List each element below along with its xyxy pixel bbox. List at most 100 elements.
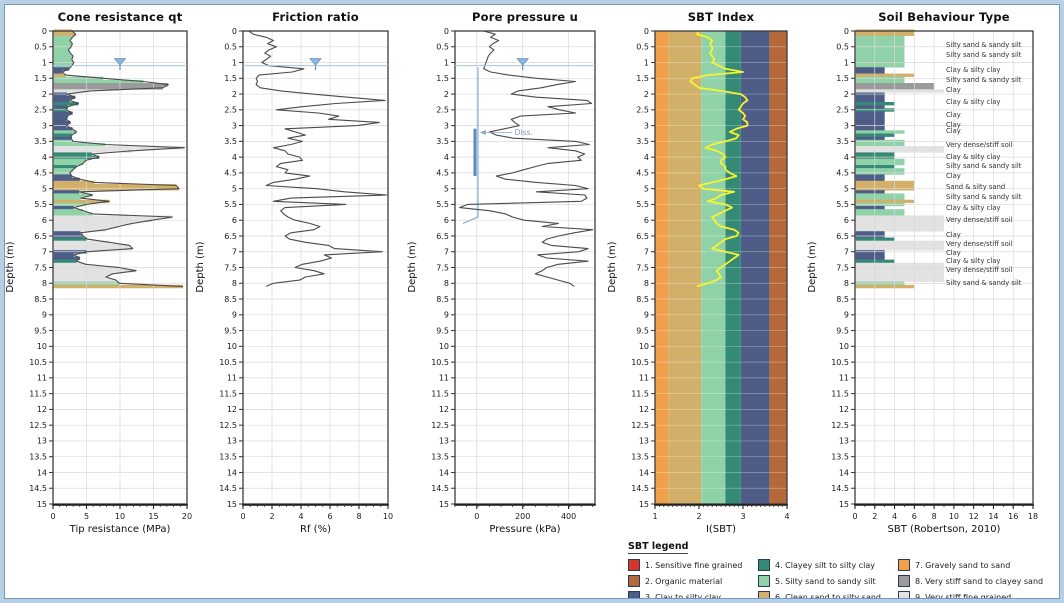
svg-text:0: 0 — [474, 512, 479, 521]
svg-text:8: 8 — [844, 279, 849, 288]
svg-text:20: 20 — [182, 512, 192, 521]
panel-u: 00.511.522.533.544.555.566.577.588.599.5… — [431, 27, 596, 521]
legend-item-label: 6. Clean sand to silty sand — [775, 592, 882, 602]
svg-text:14: 14 — [639, 468, 649, 477]
svg-text:200: 200 — [515, 512, 530, 521]
svg-text:3: 3 — [844, 121, 849, 130]
svg-text:10.5: 10.5 — [831, 358, 849, 367]
svg-text:8: 8 — [232, 279, 237, 288]
svg-text:12.5: 12.5 — [29, 421, 47, 430]
legend-item: 9. Very stiff fine grained — [898, 589, 1058, 603]
svg-text:3.5: 3.5 — [836, 137, 849, 146]
soil-layer-label: Clay & silty clay — [946, 203, 1001, 212]
legend-swatch — [628, 559, 640, 571]
sbt-index-title: SBT Index — [687, 10, 755, 24]
svg-text:6.5: 6.5 — [34, 232, 47, 241]
sbt-depth-ticks: 00.511.522.533.544.555.566.577.588.599.5… — [831, 27, 855, 509]
svg-text:5: 5 — [444, 184, 449, 193]
svg-text:4: 4 — [892, 512, 897, 521]
svg-text:7.5: 7.5 — [34, 263, 47, 272]
soil-layer-label: Silty sand & sandy silt — [946, 192, 1022, 201]
svg-text:11: 11 — [439, 374, 449, 383]
svg-text:4.5: 4.5 — [224, 169, 237, 178]
svg-text:6: 6 — [444, 216, 449, 225]
u-grid — [455, 31, 595, 504]
svg-text:1: 1 — [652, 512, 657, 521]
svg-text:13.5: 13.5 — [631, 453, 649, 462]
svg-text:6.5: 6.5 — [636, 232, 649, 241]
svg-text:9.5: 9.5 — [436, 326, 449, 335]
isbt-axis-label: I(SBT) — [705, 524, 737, 535]
svg-text:0: 0 — [50, 512, 55, 521]
svg-text:2: 2 — [269, 512, 274, 521]
qt-grid — [53, 31, 187, 504]
soil-layer-label: Sand & silty sand — [946, 182, 1006, 191]
svg-text:12.5: 12.5 — [431, 421, 449, 430]
svg-text:15: 15 — [839, 500, 849, 509]
fr-x-ticks: 0 2 4 6 8 10 — [240, 504, 393, 521]
svg-text:8: 8 — [356, 512, 361, 521]
u-curve — [459, 30, 594, 287]
svg-text:0.5: 0.5 — [836, 43, 849, 52]
legend-item-label: 4. Clayey silt to silty clay — [775, 560, 875, 570]
svg-text:2: 2 — [872, 512, 877, 521]
legend-swatch — [628, 575, 640, 587]
svg-text:14.5: 14.5 — [831, 484, 849, 493]
svg-text:11: 11 — [839, 374, 849, 383]
svg-text:14.5: 14.5 — [631, 484, 649, 493]
svg-text:8.5: 8.5 — [436, 295, 449, 304]
svg-text:18: 18 — [1028, 512, 1038, 521]
svg-text:3.5: 3.5 — [436, 137, 449, 146]
soil-layer-label: Silty sand & sandy silt — [946, 51, 1022, 60]
depth-axis-label-2: Depth (m) — [195, 241, 206, 293]
svg-text:4.5: 4.5 — [836, 169, 849, 178]
sbt-zone-bars — [855, 29, 944, 289]
svg-text:8: 8 — [932, 512, 937, 521]
svg-text:8: 8 — [444, 279, 449, 288]
svg-text:3: 3 — [42, 121, 47, 130]
svg-text:12.5: 12.5 — [219, 421, 237, 430]
diss-annotation: Diss. — [479, 128, 533, 137]
svg-text:0.5: 0.5 — [34, 43, 47, 52]
svg-text:2: 2 — [232, 90, 237, 99]
svg-text:2: 2 — [444, 90, 449, 99]
svg-text:1: 1 — [42, 58, 47, 67]
svg-text:15: 15 — [439, 500, 449, 509]
svg-text:15: 15 — [639, 500, 649, 509]
isbt-curve — [689, 30, 749, 288]
svg-text:2: 2 — [42, 90, 47, 99]
svg-text:10: 10 — [639, 342, 649, 351]
soil-layer-label: Clay — [946, 249, 961, 258]
svg-text:0: 0 — [644, 27, 649, 36]
panel-qt: 00.511.522.533.544.555.566.577.588.599.5… — [29, 27, 192, 521]
svg-text:5: 5 — [644, 184, 649, 193]
svg-text:15: 15 — [227, 500, 237, 509]
svg-text:7: 7 — [644, 248, 649, 257]
svg-text:11: 11 — [639, 374, 649, 383]
svg-text:4.5: 4.5 — [436, 169, 449, 178]
legend-swatch — [758, 559, 770, 571]
svg-text:2.5: 2.5 — [636, 106, 649, 115]
svg-text:9: 9 — [844, 311, 849, 320]
svg-text:0: 0 — [852, 512, 857, 521]
legend-item: 7. Gravely sand to sand — [898, 557, 1058, 573]
svg-text:15: 15 — [37, 500, 47, 509]
soil-layer-label: Silty sand & sandy silt — [946, 75, 1022, 84]
svg-text:5: 5 — [844, 184, 849, 193]
svg-text:0.5: 0.5 — [224, 43, 237, 52]
svg-text:12: 12 — [639, 405, 649, 414]
svg-text:7.5: 7.5 — [436, 263, 449, 272]
svg-text:5: 5 — [84, 512, 89, 521]
hydrostatic-line — [462, 67, 479, 224]
u-x-ticks: 0 200 400 — [454, 504, 594, 521]
svg-text:4: 4 — [42, 153, 47, 162]
svg-text:8.5: 8.5 — [224, 295, 237, 304]
svg-text:8.5: 8.5 — [34, 295, 47, 304]
svg-text:6.5: 6.5 — [224, 232, 237, 241]
svg-text:1.5: 1.5 — [436, 74, 449, 83]
svg-text:1: 1 — [844, 58, 849, 67]
svg-text:10.5: 10.5 — [431, 358, 449, 367]
friction-ratio-title: Friction ratio — [272, 10, 359, 24]
svg-text:12: 12 — [839, 405, 849, 414]
panel-fr: 00.511.522.533.544.555.566.577.588.599.5… — [219, 27, 393, 521]
